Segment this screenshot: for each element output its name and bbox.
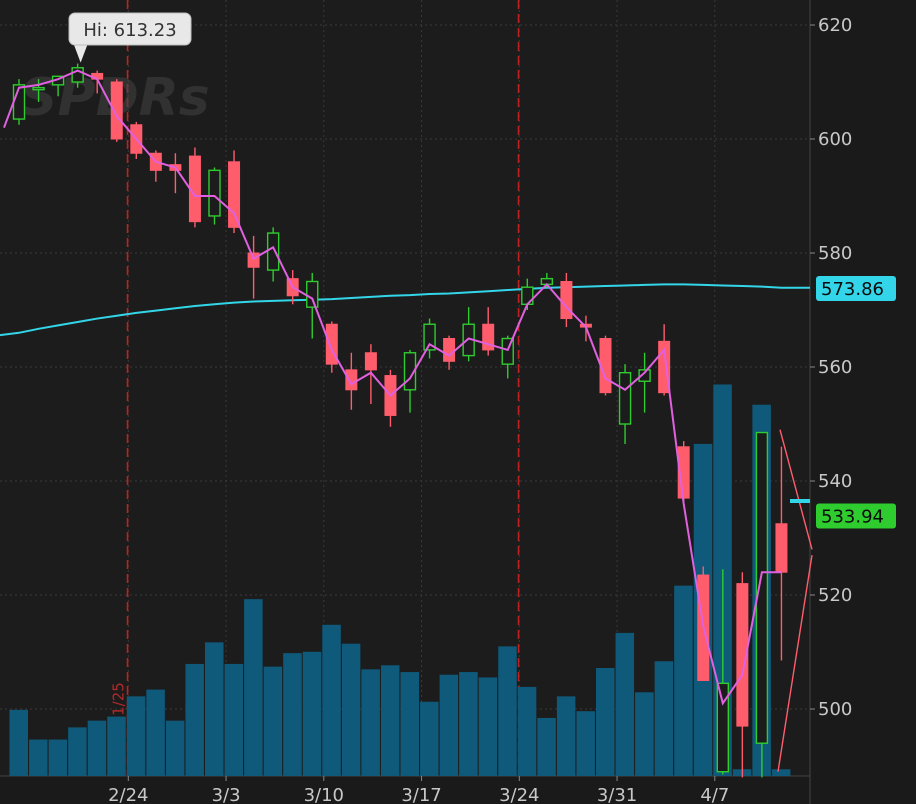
volume-bar [615, 632, 635, 776]
volume-bar [165, 720, 185, 776]
volume-bar [498, 646, 517, 776]
candle-body-down [560, 281, 573, 320]
volume-bar [205, 642, 224, 776]
volume-bar [400, 672, 419, 776]
volume-bar [224, 663, 244, 776]
volume-bar [556, 696, 576, 776]
volume-bar [420, 701, 439, 776]
price-tag-box [816, 503, 896, 529]
price-tag-text: 533.94 [821, 507, 884, 528]
candle-body-up [423, 323, 436, 351]
volume-bar [283, 653, 302, 776]
volume-bar [596, 668, 615, 776]
candle-body-up [208, 169, 221, 217]
y-tick-label: 500 [818, 699, 852, 720]
ma-short-line [3, 69, 782, 706]
high-annotation: Hi: 613.23 [68, 12, 192, 63]
candle-body-up [306, 280, 319, 308]
volume-bar [29, 739, 48, 776]
candle-body-down [658, 340, 671, 394]
long-moving-average [0, 283, 810, 337]
x-tick-label: 3/31 [597, 785, 637, 804]
candle-body-down [110, 81, 123, 140]
y-tick-label: 540 [818, 471, 852, 492]
x-tick-label: 3/10 [304, 785, 344, 804]
volume-bar [302, 651, 322, 776]
volume-bar [478, 677, 498, 776]
volume-bar [48, 739, 68, 776]
x-tick-label: 3/24 [499, 785, 539, 804]
candle-body-down [482, 323, 495, 351]
volume-bar [185, 663, 204, 776]
y-tick-label: 620 [818, 15, 852, 36]
price-tag-text: 573.86 [821, 279, 884, 300]
candle-body-down [775, 523, 788, 573]
envelope-line-lower [777, 554, 813, 772]
volume-bar [537, 717, 556, 776]
ma-long-line [0, 283, 810, 337]
volume-bar [126, 696, 146, 776]
envelope-line-upper [779, 429, 813, 550]
volume-bar [322, 624, 341, 776]
candle-body-down [325, 323, 338, 365]
x-tick-label: 4/7 [700, 785, 729, 804]
candle-body-up [755, 431, 769, 744]
volume-bar [341, 643, 361, 776]
volume-bar [107, 716, 126, 776]
candle-body-up [716, 682, 729, 773]
y-tick-label: 520 [818, 585, 852, 606]
volume-bar [87, 720, 107, 776]
volume-bar [68, 727, 87, 776]
volume-bar [654, 661, 674, 776]
volume-bar [674, 585, 693, 776]
candle-body-down [443, 338, 456, 362]
candle-body-up [71, 67, 84, 83]
volume-bar [459, 672, 478, 776]
x-tick-label: 3/3 [212, 785, 241, 804]
date-axis: 2/24 3/3 3/10 3/17 3/24 3/31 4/7 [108, 776, 729, 804]
candle-body-down [247, 252, 260, 268]
volume-bar [771, 769, 791, 776]
date-axis-area [0, 776, 916, 804]
volume-bar [361, 669, 380, 776]
candle-body-up [403, 352, 417, 391]
x-tick-label: 3/17 [401, 785, 441, 804]
volume-bar [146, 689, 165, 776]
candle-body-down [228, 161, 241, 228]
volume-bars [9, 384, 791, 776]
candle-body-up [266, 232, 280, 271]
volume-bar [439, 674, 459, 776]
y-tick-label: 600 [818, 129, 852, 150]
x-tick-label: 2/24 [108, 785, 148, 804]
candle-body-up [638, 369, 651, 382]
volume-bar [9, 709, 28, 776]
candle-body-down [736, 583, 749, 727]
volume-bar [244, 599, 263, 776]
hi-callout-box [68, 12, 192, 46]
volume-bar [380, 665, 400, 776]
axis-area [810, 0, 916, 804]
volume-bar [517, 686, 537, 776]
y-tick-label: 560 [818, 357, 852, 378]
price-axis: 500 520 540 560 580 600 620 [810, 15, 852, 720]
price-tag-box [816, 275, 896, 301]
volume-bar [576, 711, 595, 776]
candle-body-up [618, 372, 632, 425]
volume-bar [263, 666, 283, 776]
candle-body-up [32, 86, 45, 91]
y-tick-label: 580 [818, 243, 852, 264]
candle-body-down [364, 352, 377, 371]
price-tags: 573.86 533.94 [790, 275, 896, 529]
candle-body-up [501, 337, 514, 365]
candle-body-down [345, 369, 358, 391]
volume-bar [635, 692, 654, 776]
hi-callout-text: Hi: 613.23 [83, 20, 176, 41]
hi-callout-pointer [73, 44, 88, 63]
short-moving-average [3, 69, 813, 772]
